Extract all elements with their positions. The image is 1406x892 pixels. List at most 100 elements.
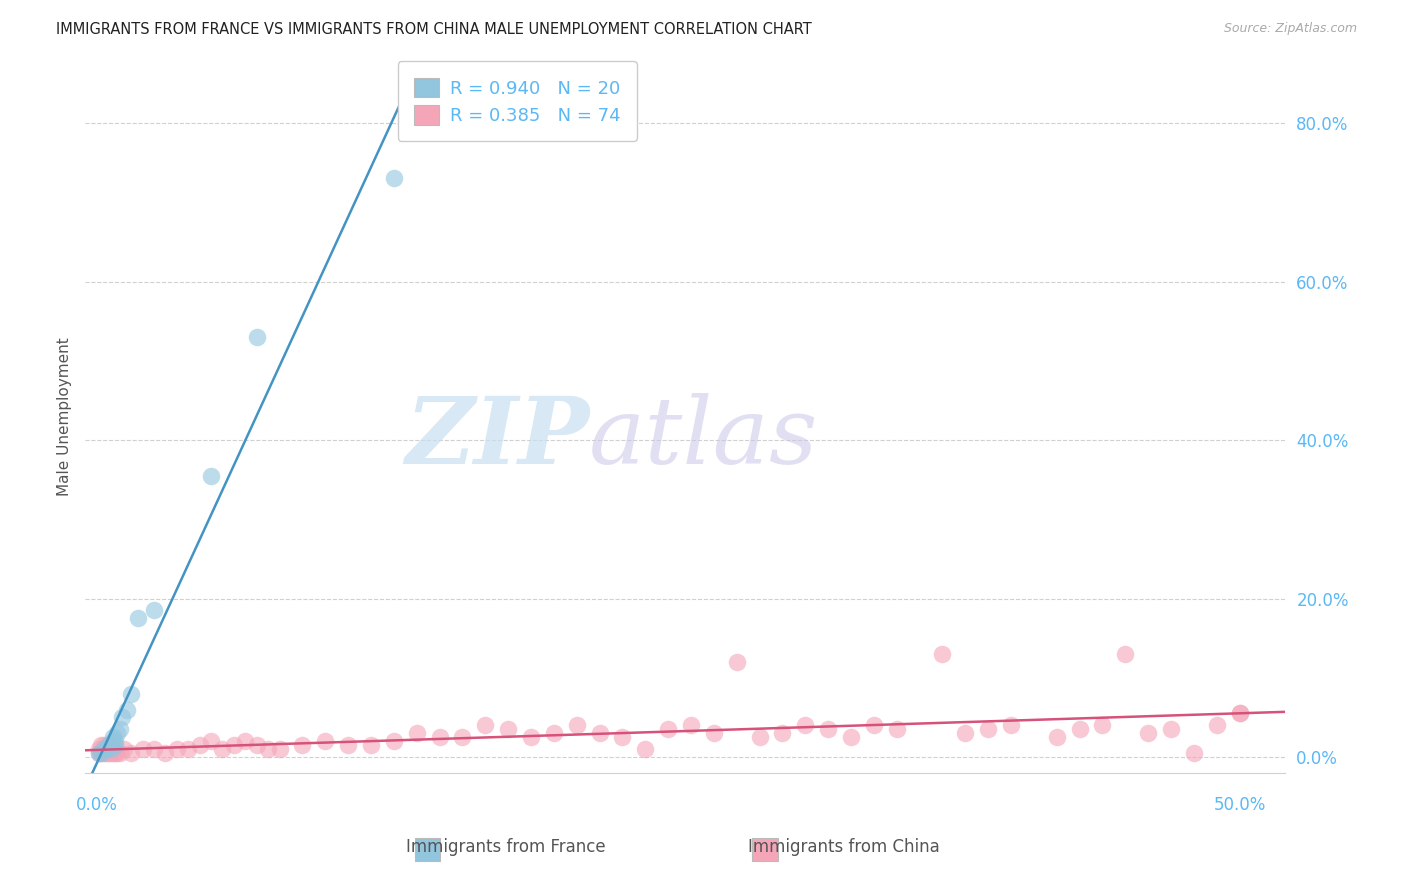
Point	[382, 734, 405, 748]
Point	[105, 726, 128, 740]
Text: Source: ZipAtlas.com: Source: ZipAtlas.com	[1223, 22, 1357, 36]
Point	[200, 468, 222, 483]
Point	[101, 734, 124, 748]
Point	[1091, 718, 1114, 732]
Text: Immigrants from China: Immigrants from China	[748, 838, 939, 856]
Point	[101, 746, 124, 760]
Point	[451, 731, 474, 745]
Point	[246, 330, 269, 344]
Point	[100, 742, 122, 756]
Point	[1182, 746, 1205, 760]
Point	[90, 746, 112, 760]
Point	[817, 723, 839, 737]
Point	[93, 742, 115, 756]
Point	[246, 738, 269, 752]
Point	[142, 603, 165, 617]
Point	[104, 746, 127, 760]
Text: IMMIGRANTS FROM FRANCE VS IMMIGRANTS FROM CHINA MALE UNEMPLOYMENT CORRELATION CH: IMMIGRANTS FROM FRANCE VS IMMIGRANTS FRO…	[56, 22, 813, 37]
Point	[1069, 723, 1091, 737]
Point	[977, 723, 1000, 737]
Point	[188, 738, 211, 752]
Point	[1229, 706, 1251, 721]
Point	[634, 742, 657, 756]
Legend: R = 0.940   N = 20, R = 0.385   N = 74: R = 0.940 N = 20, R = 0.385 N = 74	[398, 62, 637, 141]
Point	[794, 718, 817, 732]
Point	[120, 687, 142, 701]
Point	[177, 742, 200, 756]
Text: 0.0%: 0.0%	[76, 796, 118, 814]
Point	[1114, 647, 1136, 661]
Point	[97, 746, 120, 760]
Point	[87, 742, 110, 756]
Point	[725, 655, 748, 669]
Point	[657, 723, 679, 737]
Point	[87, 746, 110, 760]
Point	[863, 718, 886, 732]
Point	[108, 723, 131, 737]
Point	[93, 738, 115, 752]
Point	[101, 742, 124, 756]
Point	[1205, 718, 1227, 732]
Point	[588, 726, 610, 740]
Point	[703, 726, 725, 740]
Point	[97, 738, 120, 752]
Point	[520, 731, 543, 745]
Point	[87, 746, 110, 760]
Point	[112, 742, 135, 756]
Point	[679, 718, 702, 732]
Point	[142, 742, 165, 756]
Text: ZIP: ZIP	[405, 392, 589, 483]
Point	[565, 718, 588, 732]
Text: atlas: atlas	[589, 392, 818, 483]
Point	[429, 731, 451, 745]
Point	[111, 710, 134, 724]
Point	[93, 746, 115, 760]
Text: Immigrants from France: Immigrants from France	[406, 838, 606, 856]
Point	[839, 731, 862, 745]
Point	[291, 738, 314, 752]
Point	[90, 746, 112, 760]
Point	[748, 731, 770, 745]
Point	[931, 647, 953, 661]
Point	[155, 746, 177, 760]
Point	[127, 611, 149, 625]
Point	[382, 171, 405, 186]
Point	[166, 742, 188, 756]
Point	[612, 731, 634, 745]
Point	[104, 734, 127, 748]
Point	[100, 746, 122, 760]
Point	[1229, 706, 1251, 721]
Point	[1160, 723, 1182, 737]
Point	[108, 746, 131, 760]
Y-axis label: Male Unemployment: Male Unemployment	[58, 337, 72, 496]
Point	[1046, 731, 1069, 745]
Point	[1000, 718, 1022, 732]
Point	[94, 746, 117, 760]
Point	[100, 742, 122, 756]
Point	[105, 746, 128, 760]
Point	[770, 726, 793, 740]
Point	[955, 726, 977, 740]
Point	[222, 738, 245, 752]
Text: 50.0%: 50.0%	[1213, 796, 1265, 814]
Point	[131, 742, 153, 756]
Point	[101, 731, 124, 745]
Point	[90, 738, 112, 752]
Point	[496, 723, 519, 737]
Point	[269, 742, 291, 756]
Point	[1137, 726, 1160, 740]
Point	[120, 746, 142, 760]
Point	[200, 734, 222, 748]
Point	[405, 726, 427, 740]
Point	[543, 726, 565, 740]
Point	[94, 742, 117, 756]
Point	[257, 742, 280, 756]
Point	[97, 738, 120, 752]
Point	[94, 742, 117, 756]
Point	[360, 738, 382, 752]
Point	[211, 742, 233, 756]
Point	[235, 734, 257, 748]
Point	[474, 718, 496, 732]
Point	[104, 738, 127, 752]
Point	[93, 742, 115, 756]
